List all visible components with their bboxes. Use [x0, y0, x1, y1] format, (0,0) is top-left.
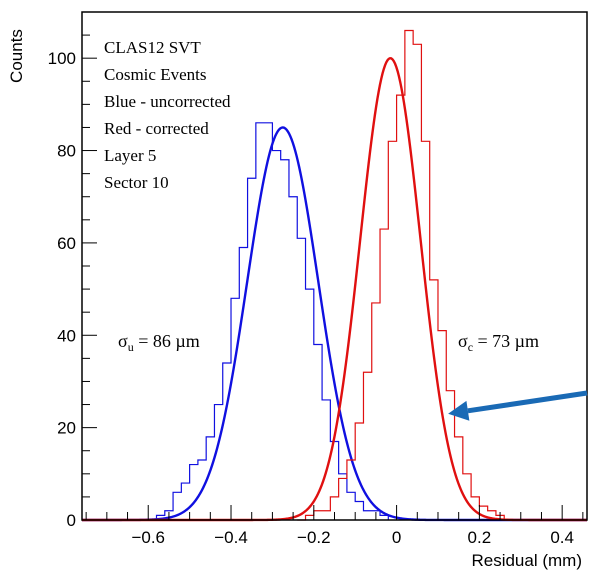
x-tick-label: 0.2 [468, 528, 492, 547]
x-tick-label: −0.6 [131, 528, 165, 547]
legend-line: CLAS12 SVT [104, 38, 201, 57]
plot-frame [81, 11, 588, 521]
legend-text-block: CLAS12 SVT Cosmic Events Blue - uncorrecte… [104, 38, 231, 192]
y-axis-label: Counts [7, 29, 26, 83]
x-tick-label: 0 [392, 528, 401, 547]
y-tick-label: 20 [57, 419, 76, 438]
sigma-uncorrected-label: σu = 86 µm [118, 331, 200, 354]
axis-ticks [82, 11, 584, 521]
x-tick-label: 0.4 [550, 528, 574, 547]
legend-line: Red - corrected [104, 119, 209, 138]
tick-labels: −0.6 −0.4 −0.2 0 0.2 0.4 0 20 40 60 80 100 [48, 49, 574, 547]
y-tick-label: 40 [57, 326, 76, 345]
sigma-corrected-label: σc = 73 µm [458, 331, 539, 354]
legend-line: Sector 10 [104, 173, 169, 192]
y-tick-label: 80 [57, 142, 76, 161]
arrow-head [448, 400, 470, 421]
x-tick-label: −0.2 [297, 528, 331, 547]
y-tick-label: 0 [67, 511, 76, 530]
sigma-annotations: σu = 86 µm σc = 73 µm [118, 331, 539, 354]
histogram-series-corrected [297, 29, 513, 521]
legend-line: Cosmic Events [104, 65, 206, 84]
arrow-shaft [467, 390, 588, 414]
histogram-series-uncorrected [155, 122, 389, 520]
annotation-arrow [448, 390, 588, 421]
legend-line: Layer 5 [104, 146, 156, 165]
x-tick-label: −0.4 [214, 528, 248, 547]
y-tick-label: 60 [57, 234, 76, 253]
legend-line: Blue - uncorrected [104, 92, 231, 111]
y-tick-label: 100 [48, 49, 76, 68]
x-axis-label: Residual (mm) [471, 551, 582, 570]
